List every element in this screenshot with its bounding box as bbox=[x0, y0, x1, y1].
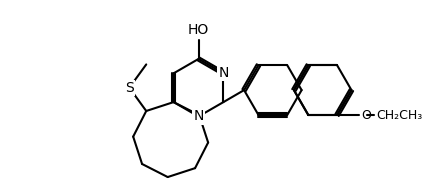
Text: S: S bbox=[125, 81, 134, 95]
Text: CH₂CH₃: CH₂CH₃ bbox=[376, 109, 423, 122]
Text: O: O bbox=[361, 109, 371, 122]
Text: N: N bbox=[193, 110, 204, 123]
Text: HO: HO bbox=[188, 23, 209, 37]
Text: N: N bbox=[218, 66, 229, 80]
